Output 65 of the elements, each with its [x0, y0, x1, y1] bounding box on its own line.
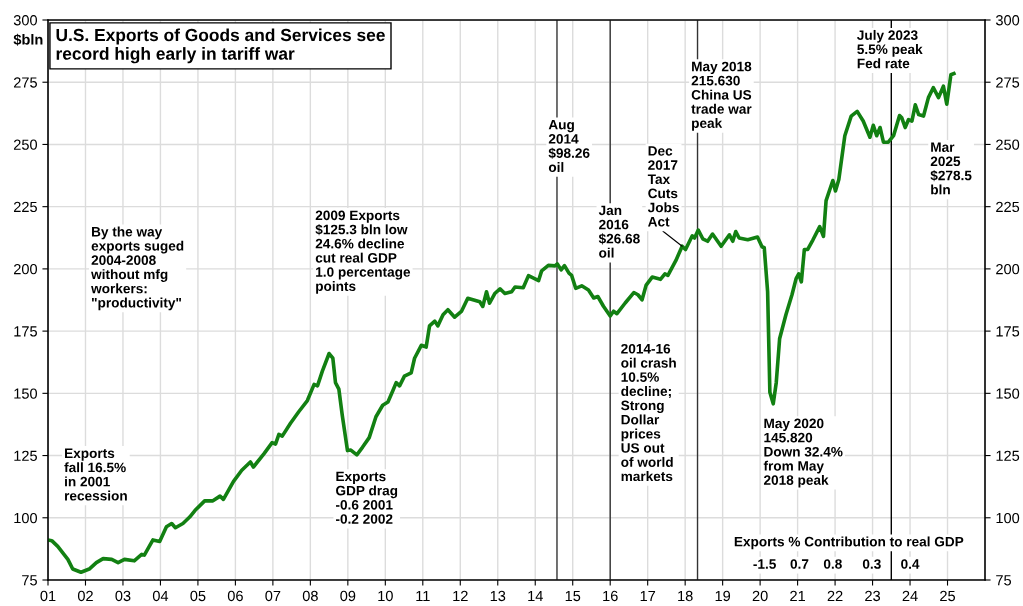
x-tick-label: 12: [453, 590, 468, 601]
x-tick-label: 25: [940, 590, 956, 602]
annotation: Aug 2014 $98.26 oil: [548, 120, 590, 173]
x-tick-label: 21: [790, 590, 805, 601]
x-tick-label: 24: [902, 590, 918, 601]
x-tick-label: 09: [340, 590, 356, 602]
annotation: 0.7: [790, 559, 809, 569]
annotation: July 2023 5.5% peak Fed rate: [857, 29, 923, 69]
y2-tick-label: 175: [996, 326, 1020, 337]
y2-tick-label: 200: [996, 263, 1020, 275]
y2-tick-label: 250: [996, 139, 1020, 150]
y-tick-label: 300: [13, 15, 38, 26]
y-tick-label: 225: [13, 201, 37, 213]
annotation: 2009 Exports $125.3 bln low 24.6% decline cut real GDP 1.0 percentage points: [315, 210, 411, 294]
text: 2014-16 oil crash 10.5% decline; Strong Dollar prices US out of world markets: [621, 343, 676, 482]
x-tick-label: 18: [678, 590, 693, 602]
x-tick-label: 07: [265, 590, 281, 602]
annotation: 0.4: [901, 559, 920, 569]
x-tick-label: 19: [715, 590, 731, 602]
y-tick-label: 250: [13, 139, 38, 150]
y-tick-label: 75: [22, 575, 37, 586]
annotation: May 2020 145.820 Down 32.4% from May 2018 peak: [763, 418, 843, 488]
y-axis-title: $bln: [13, 33, 43, 46]
x-tick-label: 13: [490, 590, 506, 602]
annotation: Exports fall 16.5% in 2001 recession: [64, 448, 127, 501]
y2-tick-label: 150: [996, 388, 1020, 399]
y2-tick-label: 275: [996, 77, 1020, 88]
annotation: Dec 2017 Tax Cuts Jobs Act: [647, 146, 679, 227]
x-tick-label: 17: [640, 590, 656, 601]
annotation: May 2018 215.630 China US trade war peak: [691, 61, 752, 131]
annotation: -1.5: [753, 559, 776, 569]
x-tick-label: 02: [77, 590, 93, 602]
annotation: Exports GDP drag -0.6 2001 -0.2 2002: [336, 471, 398, 524]
y2-tick-label: 100: [996, 512, 1020, 524]
y-tick-label: 275: [13, 77, 37, 88]
x-tick-label: 08: [302, 590, 318, 602]
x-tick-label: 06: [227, 590, 243, 602]
annotation: By the way exports suged 2004-2008 without mfg workers: "productivity": [91, 226, 184, 311]
x-tick-label: 10: [378, 590, 393, 602]
y-tick-label: 100: [14, 512, 38, 524]
text: U.S. Exports of Goods and Services see record high early in tariff war: [56, 28, 385, 64]
x-tick-label: 04: [152, 590, 169, 602]
x-tick-label: 23: [865, 590, 881, 602]
x-tick-label: 03: [115, 590, 131, 602]
y-tick-label: 200: [13, 263, 38, 275]
annotation: Jan 2016 $26.68 oil: [598, 205, 640, 258]
y-tick-label: 175: [14, 326, 37, 337]
x-tick-label: 20: [752, 590, 768, 602]
y2-tick-label: 75: [996, 575, 1012, 586]
x-tick-label: 01: [40, 590, 56, 602]
y2-tick-label: 125: [996, 450, 1020, 461]
x-tick-label: 05: [190, 590, 206, 602]
annotation: 0.3: [862, 559, 881, 569]
x-tick-label: 16: [603, 590, 618, 602]
x-tick-label: 14: [528, 590, 543, 601]
x-tick-label: 15: [565, 590, 581, 602]
y-tick-label: 150: [14, 388, 38, 399]
y2-tick-label: 300: [995, 15, 1020, 26]
annotation: 0.8: [823, 559, 842, 569]
x-tick-label: 11: [416, 590, 430, 601]
y2-tick-label: 225: [996, 201, 1020, 213]
y-tick-label: 125: [14, 450, 37, 461]
annotation: Mar 2025 $278.5 bln: [930, 142, 972, 195]
x-tick-label: 22: [827, 590, 843, 601]
annotation: Exports % Contribution to real GDP: [734, 536, 964, 550]
